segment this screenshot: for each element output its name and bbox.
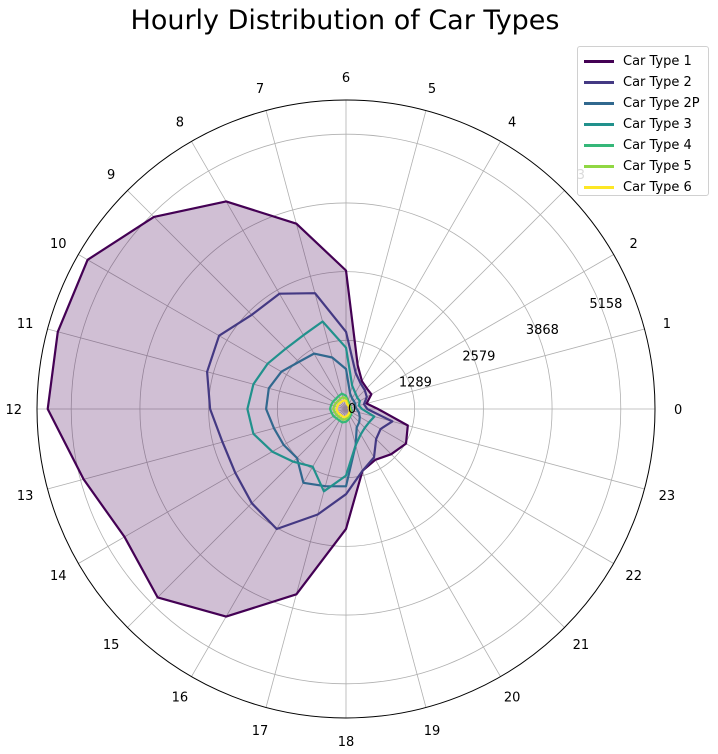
- angle-tick-label: 7: [256, 82, 264, 97]
- legend-item: Car Type 5: [584, 156, 702, 177]
- angle-tick-label: 16: [172, 691, 189, 706]
- angle-tick-label: 21: [573, 638, 590, 653]
- angle-tick-label: 10: [50, 237, 67, 252]
- angle-tick-label: 19: [424, 724, 441, 739]
- angular-gridline: [345, 408, 614, 564]
- angular-gridline: [127, 408, 347, 628]
- angle-tick-label: 0: [674, 403, 682, 418]
- radial-tick-label: 2579: [462, 349, 495, 364]
- legend-label: Car Type 2P: [623, 96, 700, 111]
- series-line: [246, 320, 376, 493]
- series-line: [335, 399, 351, 419]
- legend: Car Type 1 Car Type 2 Car Type 2P Car Type …: [577, 46, 709, 196]
- legend-item: Car Type 6: [584, 177, 702, 198]
- angular-gridline: [47, 328, 347, 410]
- radial-tick-label: 1289: [399, 376, 432, 391]
- legend-swatch: [584, 144, 614, 147]
- legend-label: Car Type 5: [623, 159, 692, 174]
- angular-gridline: [191, 408, 347, 677]
- legend-item: Car Type 1: [584, 51, 702, 72]
- legend-label: Car Type 2: [623, 75, 692, 90]
- angular-gridline: [345, 408, 565, 628]
- angular-gridline: [78, 254, 347, 410]
- legend-label: Car Type 1: [623, 54, 692, 69]
- series-line: [206, 292, 394, 531]
- series-layer: [46, 200, 409, 618]
- legend-label: Car Type 3: [623, 117, 692, 132]
- angular-gridline: [191, 141, 347, 410]
- angle-tick-label: 22: [625, 569, 642, 584]
- legend-item: Car Type 2: [584, 72, 702, 93]
- angle-tick-label: 8: [176, 115, 184, 130]
- angular-gridline: [345, 328, 645, 410]
- angle-tick-label: 23: [659, 489, 676, 504]
- legend-swatch: [584, 60, 614, 63]
- legend-swatch: [584, 102, 614, 105]
- angle-tick-label: 1: [663, 317, 671, 332]
- radial-tick-label: 5158: [589, 297, 622, 312]
- radial-tick-label: 0: [348, 402, 356, 417]
- angular-gridline: [345, 190, 565, 410]
- legend-swatch: [584, 186, 614, 189]
- legend-item: Car Type 3: [584, 114, 702, 135]
- series-line: [46, 200, 409, 618]
- angle-tick-label: 13: [17, 489, 34, 504]
- angular-gridline: [345, 254, 614, 410]
- legend-item: Car Type 2P: [584, 93, 702, 114]
- angular-gridline: [47, 408, 347, 490]
- angular-gridline: [345, 408, 427, 708]
- radial-tick-label: 3868: [526, 323, 559, 338]
- angular-gridline: [345, 408, 645, 490]
- angular-gridline: [78, 408, 347, 564]
- polar-frame: [36, 99, 656, 719]
- angle-tick-label: 4: [508, 115, 516, 130]
- angle-tick-label: 6: [342, 71, 350, 86]
- angle-tick-label: 20: [504, 691, 521, 706]
- angle-tick-label: 5: [428, 82, 436, 97]
- angular-gridline: [265, 408, 347, 708]
- angular-gridline: [345, 141, 501, 410]
- angular-gridline: [127, 190, 347, 410]
- angle-tick-label: 14: [50, 569, 67, 584]
- legend-swatch: [584, 165, 614, 168]
- angle-tick-label: 17: [252, 724, 269, 739]
- angular-gridline: [345, 408, 501, 677]
- legend-swatch: [584, 123, 614, 126]
- angle-tick-label: 12: [6, 403, 23, 418]
- legend-swatch: [584, 81, 614, 84]
- angle-tick-label: 9: [107, 168, 115, 183]
- legend-item: Car Type 4: [584, 135, 702, 156]
- series-fill-area: [47, 201, 408, 617]
- angle-tick-label: 2: [630, 237, 638, 252]
- chart-title: Hourly Distribution of Car Types: [130, 5, 560, 36]
- legend-label: Car Type 6: [623, 180, 692, 195]
- angle-tick-label: 11: [17, 317, 34, 332]
- legend-label: Car Type 4: [623, 138, 692, 153]
- angular-gridline: [345, 110, 427, 410]
- angle-tick-label: 15: [103, 638, 120, 653]
- series-line: [265, 352, 361, 488]
- angle-tick-label: 18: [338, 735, 355, 750]
